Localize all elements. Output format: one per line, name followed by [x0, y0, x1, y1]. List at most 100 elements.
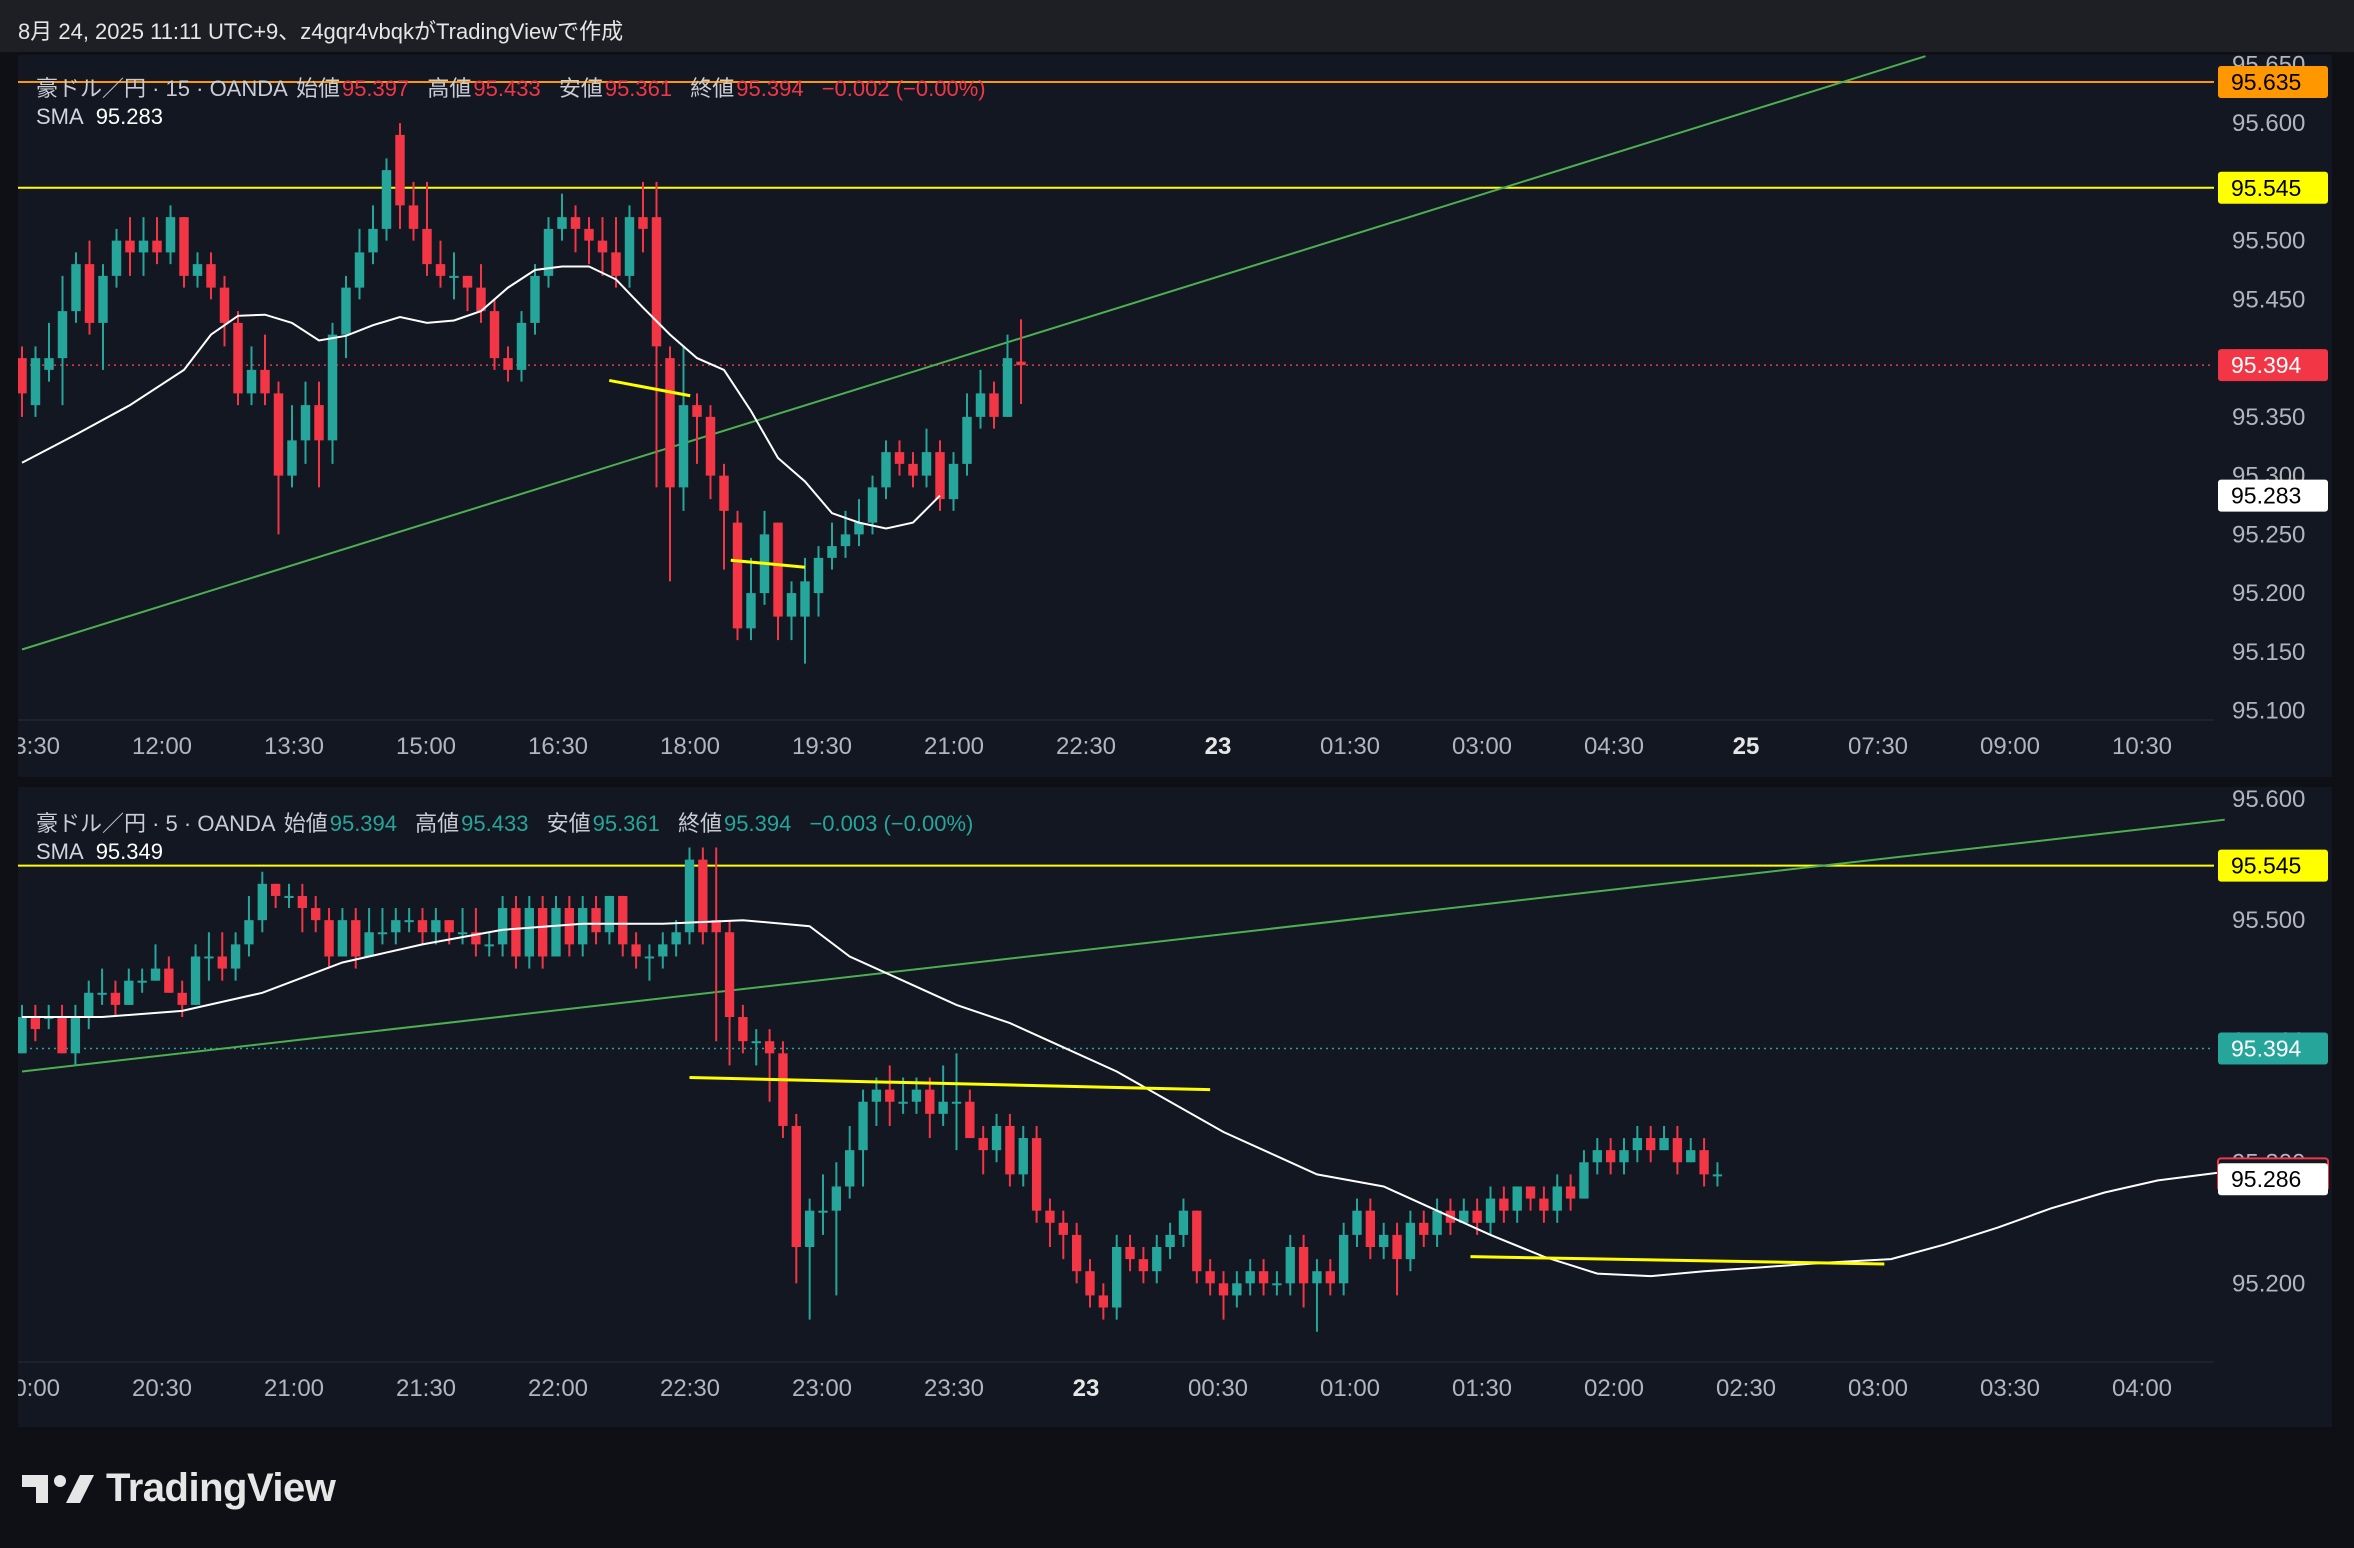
candle-body: [150, 968, 161, 981]
candle-body: [618, 895, 628, 945]
candle-body: [111, 240, 122, 276]
candle-body: [638, 217, 648, 229]
candle-body: [867, 487, 878, 523]
candle-body: [377, 932, 388, 935]
trendline: [21, 818, 2225, 1073]
y-tick-label: 95.250: [2232, 521, 2305, 548]
candle-body: [898, 1101, 908, 1104]
candle-body: [1539, 1198, 1549, 1211]
legend-open: 95.397: [341, 76, 410, 101]
candle-body: [1178, 1210, 1189, 1235]
legend-change: −0.003 (−0.00%): [809, 811, 974, 836]
candle-body: [597, 240, 608, 253]
candle-body: [18, 1017, 27, 1054]
candle-body: [764, 1041, 775, 1054]
candle-body: [1085, 1271, 1095, 1296]
candle-body: [1312, 1271, 1322, 1284]
x-tick-label: 13:30: [18, 733, 60, 760]
candle-body: [1672, 1138, 1683, 1163]
candle-body: [204, 956, 214, 959]
candle-body: [925, 1089, 935, 1114]
candle-body: [177, 992, 187, 1005]
candle-body: [684, 859, 695, 933]
candle-body: [978, 1138, 988, 1151]
x-tick-label: 16:30: [528, 733, 588, 760]
price-axis-label: [2218, 1032, 2328, 1065]
sma-legend-15m: SMA 95.283: [36, 104, 163, 130]
candle-body: [311, 908, 321, 921]
candle-body: [444, 920, 454, 933]
candle-body: [57, 311, 68, 359]
candle-body: [724, 932, 735, 1017]
chart-5m-canvas[interactable]: 95.60095.50095.40095.30095.20095.54595.3…: [18, 787, 2332, 1427]
tradingview-logo-icon: [22, 1474, 94, 1503]
candle-body: [831, 1186, 842, 1211]
candle-body: [324, 920, 334, 957]
candle-body: [1686, 1150, 1696, 1163]
candle-body: [1192, 1210, 1202, 1272]
chart-pane-5m[interactable]: 95.60095.50095.40095.30095.20095.54595.3…: [18, 787, 2332, 1427]
candle-body: [911, 1089, 922, 1102]
x-tick-label: 21:00: [264, 1375, 324, 1402]
candle-body: [551, 908, 561, 957]
candle-body: [30, 358, 41, 406]
yellow-drawing: [689, 1076, 1211, 1092]
sma-line: [22, 919, 2225, 1278]
candle-body: [97, 992, 107, 995]
candle-body: [417, 920, 428, 933]
candle-body: [230, 944, 241, 969]
candle-body: [124, 980, 134, 1005]
y-tick-label: 95.500: [2232, 907, 2305, 934]
candle-body: [644, 956, 655, 959]
y-tick-label: 95.350: [2232, 404, 2305, 431]
candle-body: [746, 593, 756, 629]
price-axis-label-text: 95.394: [2231, 352, 2302, 378]
candle-body: [314, 405, 324, 441]
x-tick-label: 23:00: [792, 1375, 852, 1402]
candle-body: [1605, 1150, 1616, 1163]
candle-body: [1325, 1271, 1335, 1284]
x-tick-label: 02:30: [1716, 1375, 1776, 1402]
candle-body: [584, 228, 594, 241]
tradingview-logo[interactable]: TradingView: [22, 1466, 336, 1511]
price-axis-label-text: 95.283: [2231, 483, 2301, 509]
chart-pane-15m[interactable]: 95.65095.60095.55095.50095.45095.40095.3…: [18, 55, 2332, 777]
candle-body: [948, 463, 959, 500]
price-axis-label: [2218, 479, 2328, 512]
candle-body: [804, 1210, 815, 1247]
price-axis-label-text: 95.635: [2231, 69, 2301, 95]
candle-body: [1071, 1234, 1082, 1272]
candle-body: [1152, 1247, 1162, 1272]
x-tick-label: 13:30: [264, 733, 324, 760]
candle-body: [44, 358, 54, 370]
candle-body: [137, 980, 147, 983]
candle-body: [543, 228, 554, 276]
candle-body: [840, 534, 851, 547]
y-tick-label: 95.150: [2232, 639, 2305, 666]
candle-body: [1298, 1247, 1309, 1284]
candle-body: [1699, 1150, 1709, 1175]
candle-body: [705, 416, 716, 476]
candle-body: [1525, 1186, 1536, 1199]
x-tick-label: 22:30: [1056, 733, 1116, 760]
candle-body: [658, 944, 668, 957]
candle-body: [1125, 1247, 1135, 1260]
candle-body: [1659, 1138, 1669, 1151]
candle-body: [591, 908, 601, 933]
candle-body: [449, 275, 459, 278]
legend-15m: 豪ドル／円 · 15 · OANDA 始値95.397 高値95.433 安値9…: [36, 71, 998, 103]
candle-body: [858, 1101, 868, 1151]
candle-body: [497, 908, 508, 945]
candle-body: [435, 264, 446, 276]
candle-body: [351, 920, 361, 957]
sma-label: SMA: [36, 104, 84, 129]
candle-body: [989, 393, 999, 417]
sma-line: [21, 265, 941, 530]
candle-body: [71, 264, 81, 312]
candle-body: [1432, 1210, 1442, 1235]
candle-body: [297, 895, 308, 909]
header-caption: 8月 24, 2025 11:11 UTC+9、z4gqr4vbqkがTradi…: [18, 19, 624, 44]
candle-body: [341, 287, 351, 335]
legend-close: 95.394: [724, 811, 792, 836]
chart-15m-canvas[interactable]: 95.65095.60095.55095.50095.45095.40095.3…: [18, 55, 2332, 777]
